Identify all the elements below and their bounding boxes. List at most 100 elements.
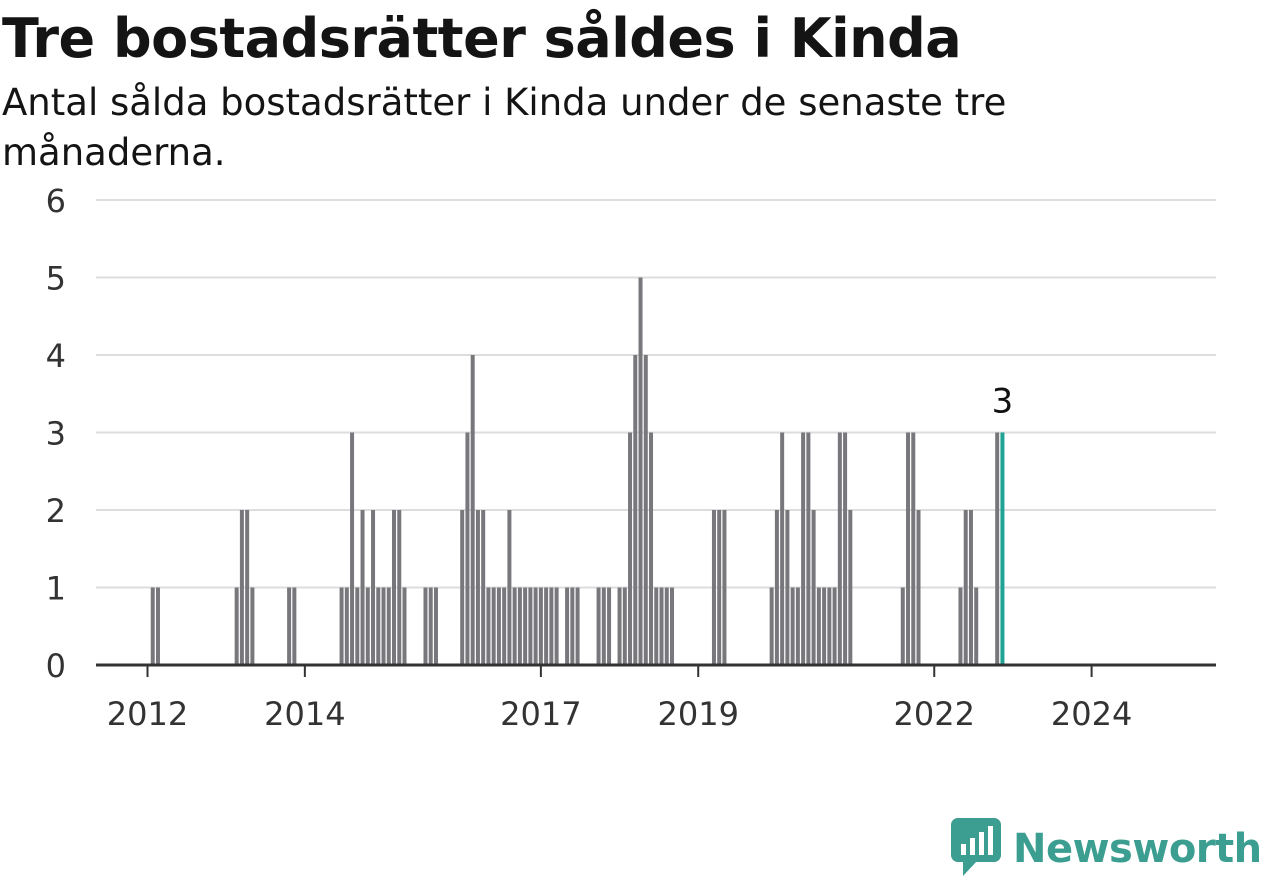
bar xyxy=(234,587,239,665)
newsworthy-logo: Newsworthy xyxy=(951,818,1262,880)
bar xyxy=(481,510,486,665)
newsworthy-logo-icon xyxy=(951,818,1001,876)
bar xyxy=(360,510,365,665)
bar xyxy=(554,587,559,665)
bar xyxy=(601,587,606,665)
bar xyxy=(780,432,785,665)
bar xyxy=(150,587,155,665)
bar xyxy=(287,587,292,665)
bar xyxy=(339,587,344,665)
bar xyxy=(355,587,360,665)
y-tick-label: 5 xyxy=(46,260,66,298)
bar xyxy=(906,432,911,665)
bar xyxy=(968,510,973,665)
bar xyxy=(832,587,837,665)
bar xyxy=(533,587,538,665)
bar xyxy=(806,432,811,665)
bar xyxy=(654,587,659,665)
bar xyxy=(376,587,381,665)
bar xyxy=(911,432,916,665)
bar xyxy=(155,587,160,665)
bar xyxy=(245,510,250,665)
bar xyxy=(633,355,638,665)
bar xyxy=(837,432,842,665)
bar xyxy=(549,587,554,665)
bar xyxy=(392,510,397,665)
bar xyxy=(486,587,491,665)
bar xyxy=(402,587,407,665)
x-tick-label: 2014 xyxy=(264,695,345,733)
bar xyxy=(460,510,465,665)
bar xyxy=(470,355,475,665)
bar xyxy=(538,587,543,665)
bar xyxy=(381,587,386,665)
x-tick-label: 2024 xyxy=(1051,695,1132,733)
y-tick-label: 1 xyxy=(46,570,66,608)
bar xyxy=(916,510,921,665)
bar xyxy=(465,432,470,665)
bar xyxy=(386,587,391,665)
bar xyxy=(528,587,533,665)
bar xyxy=(801,432,806,665)
bar xyxy=(848,510,853,665)
chart-title: Tre bostadsrätter såldes i Kinda xyxy=(2,7,962,70)
bar xyxy=(491,587,496,665)
x-tick-label: 2012 xyxy=(107,695,188,733)
chart-subtitle: Antal sålda bostadsrätter i Kinda under … xyxy=(2,81,1007,174)
bar xyxy=(292,587,297,665)
bar xyxy=(350,432,355,665)
y-tick-label: 6 xyxy=(46,182,66,220)
bar xyxy=(628,432,633,665)
bar xyxy=(659,587,664,665)
bar xyxy=(816,587,821,665)
bar xyxy=(664,587,669,665)
bar xyxy=(811,510,816,665)
bar xyxy=(428,587,433,665)
bar xyxy=(790,587,795,665)
bar xyxy=(795,587,800,665)
bar xyxy=(496,587,501,665)
bar xyxy=(717,510,722,665)
bar xyxy=(239,510,244,665)
bar xyxy=(575,587,580,665)
bar xyxy=(423,587,428,665)
bar xyxy=(523,587,528,665)
bar xyxy=(596,587,601,665)
bar xyxy=(344,587,349,665)
bar xyxy=(649,432,654,665)
bar xyxy=(974,587,979,665)
y-tick-label: 3 xyxy=(46,415,66,453)
bar xyxy=(565,587,570,665)
bar xyxy=(774,510,779,665)
bar xyxy=(900,587,905,665)
y-tick-label: 2 xyxy=(46,492,66,530)
bar xyxy=(843,432,848,665)
y-tick-label: 0 xyxy=(46,647,66,685)
bar xyxy=(544,587,549,665)
bar xyxy=(769,587,774,665)
bar xyxy=(643,355,648,665)
highlight-value-label: 3 xyxy=(992,382,1014,422)
bar xyxy=(607,587,612,665)
bar xyxy=(570,587,575,665)
highlight-bar xyxy=(1000,432,1005,665)
x-tick-label: 2022 xyxy=(894,695,975,733)
bar xyxy=(670,587,674,665)
bar xyxy=(711,510,716,665)
bar xyxy=(397,510,402,665)
bar xyxy=(250,587,255,665)
bar xyxy=(622,587,627,665)
bar xyxy=(722,510,727,665)
bar xyxy=(638,277,643,665)
bar xyxy=(827,587,832,665)
bar xyxy=(995,432,1000,665)
bar xyxy=(371,510,376,665)
bar xyxy=(433,587,438,665)
bar xyxy=(517,587,522,665)
bar xyxy=(617,587,622,665)
newsworthy-logo-text: Newsworthy xyxy=(1013,826,1262,872)
bar xyxy=(963,510,968,665)
bar xyxy=(822,587,827,665)
bar xyxy=(365,587,370,665)
